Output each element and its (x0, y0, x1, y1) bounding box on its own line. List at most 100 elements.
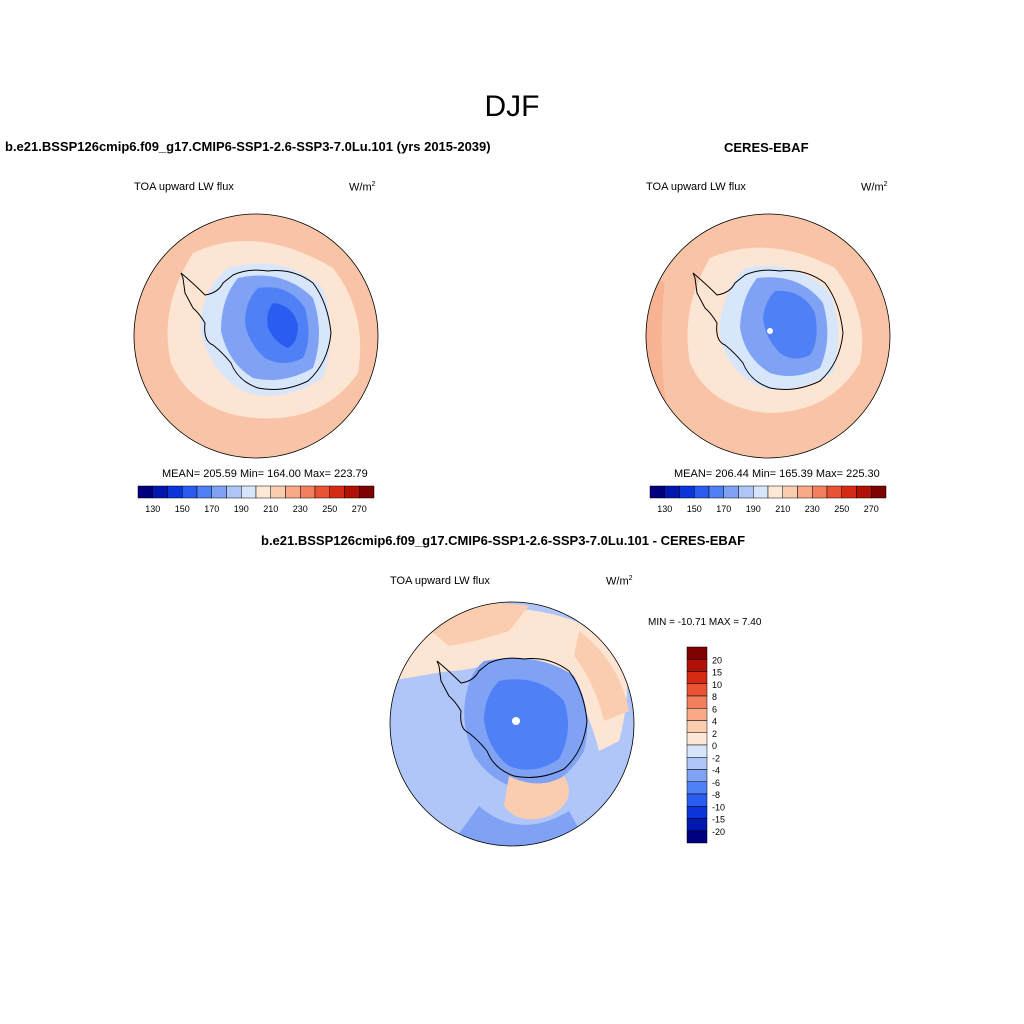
colorbar-tick-label: 20 (712, 655, 722, 665)
colorbar-tick-label: 210 (775, 504, 790, 514)
colorbar-tick-label: 6 (712, 704, 717, 714)
obs-stats: MEAN= 206.44 Min= 165.39 Max= 225.30 (674, 468, 880, 480)
obs-variable-label: TOA upward LW flux (646, 181, 746, 193)
colorbar-swatch (359, 485, 375, 499)
colorbar-tick-label: -10 (712, 802, 725, 812)
obs-polar-map (645, 213, 891, 459)
colorbar-swatch (255, 485, 271, 499)
colorbar-swatch (686, 720, 708, 733)
colorbar-tick-label: 170 (716, 504, 731, 514)
colorbar-tick-label: 2 (712, 729, 717, 739)
colorbar-tick-label: 8 (712, 692, 717, 702)
colorbar-swatch (196, 485, 212, 499)
colorbar-swatch (686, 806, 708, 819)
colorbar-swatch (812, 485, 828, 499)
colorbar-tick-label: 130 (657, 504, 672, 514)
colorbar-swatch (226, 485, 242, 499)
colorbar-swatch (270, 485, 286, 499)
colorbar-swatch (686, 708, 708, 721)
colorbar-tick-label: 190 (234, 504, 249, 514)
colorbar-tick-label: 270 (352, 504, 367, 514)
colorbar-tick-label: 250 (834, 504, 849, 514)
colorbar-tick-label: -4 (712, 766, 720, 776)
colorbar-swatch (152, 485, 168, 499)
colorbar-swatch (314, 485, 330, 499)
colorbar-swatch (723, 485, 739, 499)
colorbar-swatch (782, 485, 798, 499)
colorbar-swatch (686, 818, 708, 831)
colorbar-swatch (797, 485, 813, 499)
model-colorbar (137, 485, 375, 499)
colorbar-tick-label: 0 (712, 741, 717, 751)
colorbar-tick-label: 15 (712, 668, 722, 678)
colorbar-tick-label: -8 (712, 790, 720, 800)
colorbar-swatch (856, 485, 872, 499)
diff-panel-title: b.e21.BSSP126cmip6.f09_g17.CMIP6-SSP1-2.… (261, 533, 746, 548)
colorbar-swatch (167, 485, 183, 499)
colorbar-swatch (826, 485, 842, 499)
colorbar-tick-label: -2 (712, 753, 720, 763)
colorbar-swatch (694, 485, 710, 499)
colorbar-swatch (871, 485, 887, 499)
colorbar-swatch (344, 485, 360, 499)
colorbar-swatch (211, 485, 227, 499)
colorbar-swatch (285, 485, 301, 499)
colorbar-tick-label: 170 (204, 504, 219, 514)
colorbar-tick-label: 150 (175, 504, 190, 514)
colorbar-swatch (300, 485, 316, 499)
model-units-label: W/m2 (349, 181, 376, 194)
colorbar-swatch (686, 683, 708, 697)
colorbar-tick-label: 130 (145, 504, 160, 514)
diff-units-label: W/m2 (606, 575, 633, 588)
diff-colorbar (686, 646, 708, 844)
colorbar-swatch (664, 485, 680, 499)
colorbar-tick-label: 250 (322, 504, 337, 514)
obs-panel-title: CERES-EBAF (724, 140, 809, 155)
colorbar-swatch (182, 485, 198, 499)
colorbar-swatch (686, 744, 708, 758)
colorbar-tick-label: -15 (712, 815, 725, 825)
colorbar-tick-label: 10 (712, 680, 722, 690)
colorbar-swatch (686, 671, 708, 684)
season-title: DJF (484, 90, 540, 123)
colorbar-tick-label: 230 (293, 504, 308, 514)
diff-variable-label: TOA upward LW flux (390, 575, 490, 587)
diff-polar-map (389, 601, 635, 847)
colorbar-tick-label: 150 (687, 504, 702, 514)
model-panel-title: b.e21.BSSP126cmip6.f09_g17.CMIP6-SSP1-2.… (5, 139, 491, 154)
colorbar-tick-label: 230 (805, 504, 820, 514)
colorbar-swatch (708, 485, 724, 499)
model-stats: MEAN= 205.59 Min= 164.00 Max= 223.79 (162, 468, 368, 480)
colorbar-swatch (686, 769, 708, 782)
obs-units-label: W/m2 (861, 181, 888, 194)
colorbar-swatch (753, 485, 769, 499)
colorbar-swatch (686, 695, 708, 709)
colorbar-tick-label: -20 (712, 827, 725, 837)
model-polar-map (133, 213, 379, 459)
colorbar-swatch (686, 830, 708, 844)
colorbar-tick-label: 270 (864, 504, 879, 514)
colorbar-swatch (241, 485, 257, 499)
colorbar-tick-label: 190 (746, 504, 761, 514)
colorbar-swatch (686, 781, 708, 795)
colorbar-swatch (767, 485, 783, 499)
colorbar-tick-label: 4 (712, 717, 717, 727)
obs-colorbar (649, 485, 887, 499)
colorbar-swatch (686, 659, 708, 672)
colorbar-swatch (686, 793, 708, 807)
diff-minmax: MIN = -10.71 MAX = 7.40 (648, 617, 762, 628)
model-variable-label: TOA upward LW flux (134, 181, 234, 193)
obs-colorbar-labels: 130 150 170 190 210 230 250 270 (657, 504, 879, 514)
colorbar-swatch (686, 757, 708, 770)
colorbar-swatch (686, 732, 708, 746)
colorbar-tick-label: 210 (263, 504, 278, 514)
colorbar-swatch (686, 646, 708, 660)
colorbar-swatch (738, 485, 754, 499)
colorbar-swatch (841, 485, 857, 499)
colorbar-swatch (137, 485, 153, 499)
colorbar-swatch (329, 485, 345, 499)
colorbar-swatch (649, 485, 665, 499)
colorbar-swatch (679, 485, 695, 499)
colorbar-tick-label: -6 (712, 778, 720, 788)
